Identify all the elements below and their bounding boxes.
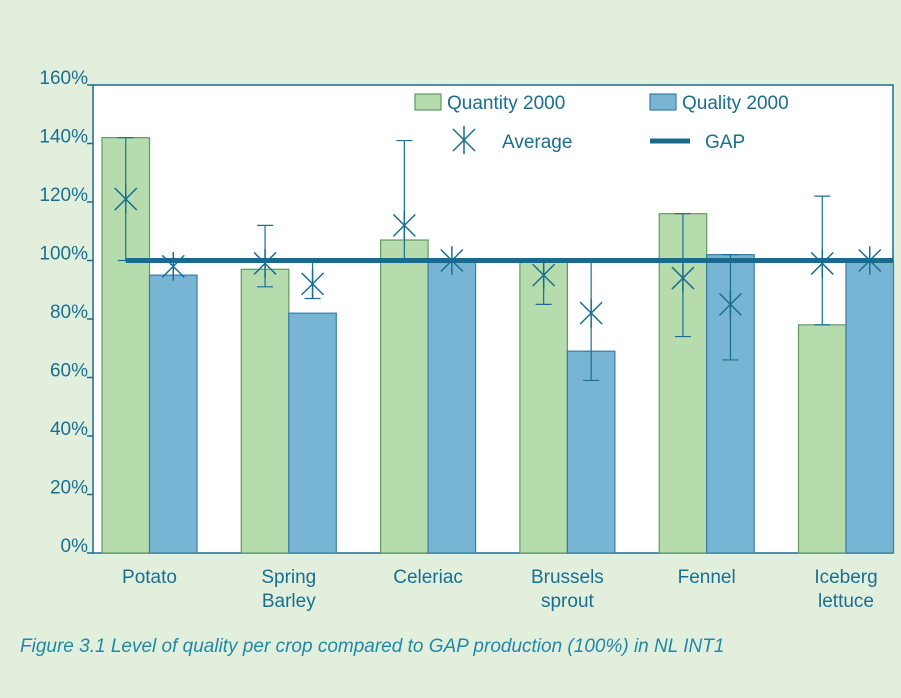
average-marker (532, 260, 556, 290)
bar (380, 239, 429, 554)
y-tick-label: 40% (50, 419, 88, 440)
y-tick-label: 100% (39, 244, 88, 265)
average-marker (253, 249, 277, 278)
average-marker (671, 263, 695, 293)
plot-area (92, 84, 894, 554)
y-tick-label: 20% (50, 478, 88, 499)
caption: Figure 3.1 Level of quality per crop com… (20, 636, 725, 657)
legend-label: Average (502, 132, 572, 153)
average-marker (718, 290, 742, 319)
average-marker (579, 298, 603, 328)
average-marker (810, 249, 834, 278)
legend-swatch (414, 93, 442, 111)
y-tick-label: 120% (39, 185, 88, 206)
y-tick-label: 80% (50, 302, 88, 323)
y-tick-label: 60% (50, 361, 88, 382)
legend-swatch (649, 93, 677, 111)
y-tick-label: 160% (39, 68, 88, 89)
y-tick-label: 0% (61, 536, 89, 557)
bar (566, 350, 616, 554)
x-tick-label: Iceberg lettuce (814, 567, 878, 612)
legend-marker (452, 125, 476, 155)
x-tick-label: Potato (122, 567, 177, 588)
bar (427, 259, 477, 554)
y-tick-label: 140% (39, 127, 88, 148)
x-tick-label: Spring Barley (261, 567, 317, 612)
bar (797, 324, 847, 554)
x-tick-label: Fennel (677, 567, 736, 588)
bar (845, 259, 895, 554)
bar (288, 312, 337, 554)
bar (519, 259, 569, 554)
x-tick-label: Celeriac (393, 567, 463, 588)
average-marker (114, 184, 138, 214)
legend-label: Quality 2000 (682, 93, 789, 114)
bar (148, 274, 198, 554)
x-tick-label: Brussels sprout (530, 567, 604, 612)
legend-label: GAP (705, 132, 745, 153)
legend-label: Quantity 2000 (447, 93, 565, 114)
average-marker (392, 211, 416, 240)
bar (240, 268, 290, 554)
average-marker (301, 269, 325, 299)
